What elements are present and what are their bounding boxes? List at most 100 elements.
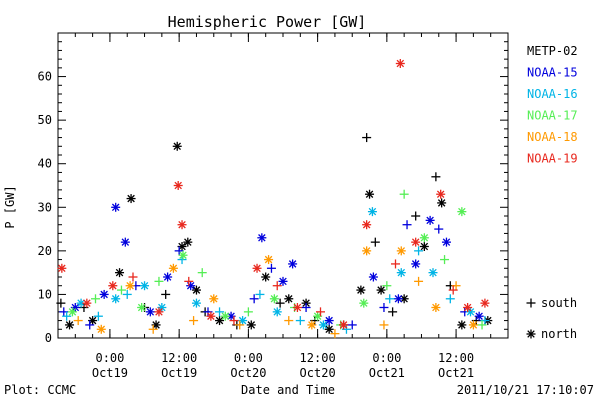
symbol-key-label: north	[541, 327, 577, 341]
data-point-metp-02	[431, 172, 441, 182]
data-point-noaa-19	[177, 220, 187, 230]
x-tick-date: Oct20	[300, 366, 336, 380]
data-point-noaa-19	[154, 307, 164, 317]
y-tick-label: 10	[38, 287, 52, 301]
data-point-noaa-16	[385, 294, 395, 304]
data-point-metp-02	[324, 324, 334, 334]
data-point-noaa-17	[137, 303, 147, 312]
x-tick-time: 0:00	[372, 351, 401, 365]
data-point-noaa-15	[368, 272, 378, 282]
x-tick-date: Oct19	[161, 366, 197, 380]
data-point-noaa-15	[85, 320, 95, 330]
data-point-noaa-19	[128, 272, 138, 282]
x-tick-time: 12:00	[438, 351, 474, 365]
data-point-noaa-17	[154, 276, 164, 286]
data-point-noaa-17	[243, 307, 253, 317]
data-point-noaa-18	[148, 324, 158, 334]
data-point-noaa-16	[93, 311, 103, 321]
data-point-noaa-19	[229, 316, 239, 326]
data-point-noaa-15	[393, 294, 403, 304]
x-tick-time: 12:00	[300, 351, 336, 365]
data-point-noaa-15	[99, 289, 109, 299]
legend-entry-noaa-15: NOAA-15	[527, 66, 578, 80]
data-point-noaa-17	[440, 255, 450, 265]
y-tick-label: 0	[45, 331, 52, 345]
data-point-noaa-17	[116, 285, 126, 295]
data-point-noaa-18	[307, 320, 317, 330]
data-point-noaa-16	[318, 320, 328, 330]
data-point-noaa-18	[362, 246, 372, 256]
data-point-noaa-15	[425, 215, 435, 225]
data-point-noaa-16	[272, 307, 282, 317]
data-point-noaa-17	[67, 307, 77, 317]
data-point-noaa-17	[359, 298, 369, 308]
data-point-metp-02	[65, 320, 75, 330]
data-point-metp-02	[365, 189, 375, 199]
legend-entry-noaa-16: NOAA-16	[527, 87, 578, 101]
data-point-noaa-16	[396, 268, 406, 278]
data-point-noaa-18	[125, 281, 135, 291]
data-point-noaa-15	[186, 281, 196, 291]
data-point-noaa-17	[178, 250, 188, 260]
x-tick-time: 12:00	[161, 351, 197, 365]
x-tick-date: Oct21	[369, 366, 405, 380]
y-tick-label: 50	[38, 113, 52, 127]
data-point-metp-02	[261, 272, 271, 282]
legend-entry-noaa-18: NOAA-18	[527, 130, 578, 144]
data-point-noaa-19	[272, 281, 282, 291]
data-point-noaa-16	[191, 298, 201, 308]
x-axis-label: Date and Time	[241, 383, 335, 397]
legend-entry-noaa-17: NOAA-17	[527, 109, 578, 123]
data-point-noaa-17	[419, 233, 429, 243]
data-point-noaa-16	[62, 311, 72, 321]
data-point-metp-02	[56, 298, 66, 308]
data-point-noaa-17	[197, 268, 207, 278]
x-tick-time: 0:00	[95, 351, 124, 365]
data-point-noaa-17	[220, 311, 230, 321]
plot-frame	[57, 32, 509, 339]
data-point-metp-02	[388, 307, 398, 317]
data-point-noaa-18	[431, 303, 441, 312]
data-point-noaa-16	[140, 281, 150, 291]
data-point-noaa-15	[324, 316, 334, 326]
data-point-noaa-15	[266, 263, 276, 273]
y-tick-label: 60	[38, 70, 52, 84]
data-point-metp-02	[356, 285, 366, 295]
data-point-noaa-16	[157, 303, 167, 312]
data-point-metp-02	[457, 320, 467, 330]
chart-title: Hemispheric Power [GW]	[168, 13, 367, 31]
x-tick-date: Oct20	[230, 366, 266, 380]
y-axis: 0 10 20 30 40 50 60	[38, 41, 508, 345]
data-point-noaa-16	[295, 316, 305, 326]
legend: METP-02 NOAA-15 NOAA-16 NOAA-17 NOAA-18 NOAA-…	[527, 44, 578, 166]
data-point-noaa-16	[445, 294, 455, 304]
data-point-noaa-17	[457, 207, 467, 217]
data-point-noaa-18	[379, 320, 389, 330]
data-point-noaa-18	[396, 246, 406, 256]
data-point-metp-02	[172, 141, 182, 151]
data-point-metp-02	[437, 198, 447, 208]
timestamp: 2011/10/21 17:10:07	[457, 383, 594, 397]
data-point-noaa-18	[468, 320, 478, 330]
data-point-metp-02	[362, 133, 372, 143]
data-point-noaa-19	[395, 59, 405, 68]
data-point-metp-02	[191, 285, 201, 295]
data-point-metp-02	[419, 242, 429, 251]
data-point-noaa-15	[120, 237, 130, 247]
data-point-metp-02	[115, 268, 125, 278]
data-point-noaa-16	[111, 294, 121, 304]
data-point-noaa-16	[215, 307, 225, 317]
data-point-noaa-15	[434, 224, 444, 234]
symbol-key-marker	[526, 329, 536, 339]
data-point-noaa-17	[477, 320, 487, 330]
data-point-noaa-15	[301, 303, 311, 312]
data-point-metp-02	[126, 194, 136, 204]
x-tick-date: Oct19	[92, 366, 128, 380]
x-axis: 0:00Oct1912:00Oct190:00Oct2012:00Oct200:…	[74, 33, 492, 380]
data-point-noaa-15	[347, 320, 357, 330]
data-point-noaa-17	[382, 281, 392, 291]
data-point-metp-02	[376, 285, 386, 295]
data-point-noaa-18	[264, 255, 274, 265]
data-point-noaa-19	[108, 281, 118, 291]
data-point-noaa-16	[367, 207, 377, 217]
